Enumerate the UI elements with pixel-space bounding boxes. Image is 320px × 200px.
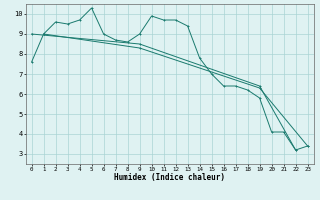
X-axis label: Humidex (Indice chaleur): Humidex (Indice chaleur) [114,173,225,182]
